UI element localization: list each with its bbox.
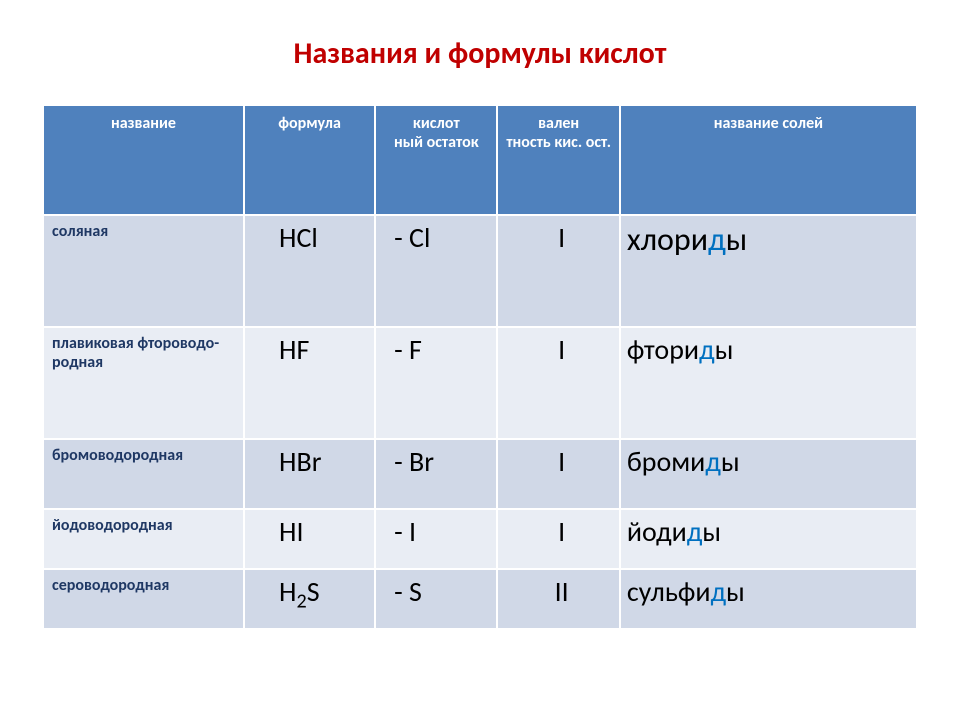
row-valence: I <box>497 327 619 439</box>
table-header-row: название формула кислотный остаток вален… <box>43 105 917 215</box>
row-residue: - S <box>375 569 497 629</box>
row-valence: I <box>497 215 619 327</box>
th-valence: валентность кис. ост. <box>497 105 619 215</box>
table-row: бромоводороднаяHBr- BrIбромиды <box>43 439 917 509</box>
row-formula: HI <box>244 509 375 569</box>
th-name: название <box>43 105 244 215</box>
slide: Названия и формулы кислот название форму… <box>0 0 960 720</box>
salt-highlight: д <box>705 444 721 479</box>
row-name: соляная <box>43 215 244 327</box>
row-residue: - Br <box>375 439 497 509</box>
page-title: Названия и формулы кислот <box>42 35 918 72</box>
salt-highlight: д <box>708 220 726 259</box>
row-valence: I <box>497 439 619 509</box>
salt-suffix: ы <box>715 332 734 367</box>
acids-table: название формула кислотный остаток вален… <box>42 104 918 630</box>
table-row: сероводороднаяH2S- SIIсульфиды <box>43 569 917 629</box>
salt-prefix: броми <box>627 444 705 479</box>
row-residue: - Cl <box>375 215 497 327</box>
row-name: йодоводородная <box>43 509 244 569</box>
salt-prefix: сульфи <box>627 574 711 609</box>
th-residue: кислотный остаток <box>375 105 497 215</box>
salt-prefix: йоди <box>627 514 687 549</box>
table-row: плавиковая фтороводо-роднаяHF- FIфториды <box>43 327 917 439</box>
row-residue: - I <box>375 509 497 569</box>
salt-suffix: ы <box>702 514 721 549</box>
table-row: солянаяHCl- ClIхлориды <box>43 215 917 327</box>
table-body: солянаяHCl- ClIхлоридыплавиковая фторово… <box>43 215 917 629</box>
row-name: сероводородная <box>43 569 244 629</box>
row-valence: I <box>497 509 619 569</box>
salt-highlight: д <box>699 332 715 367</box>
th-formula: формула <box>244 105 375 215</box>
salt-suffix: ы <box>726 574 745 609</box>
row-name: плавиковая фтороводо-родная <box>43 327 244 439</box>
row-formula: HF <box>244 327 375 439</box>
salt-highlight: д <box>687 514 703 549</box>
salt-highlight: д <box>711 574 727 609</box>
salt-suffix: ы <box>721 444 740 479</box>
table-row: йодоводороднаяHI- IIйодиды <box>43 509 917 569</box>
row-formula: H2S <box>244 569 375 629</box>
row-salt-name: хлориды <box>620 215 917 327</box>
row-salt-name: сульфиды <box>620 569 917 629</box>
row-salt-name: йодиды <box>620 509 917 569</box>
row-name: бромоводородная <box>43 439 244 509</box>
th-salt: название солей <box>620 105 917 215</box>
row-salt-name: фториды <box>620 327 917 439</box>
row-residue: - F <box>375 327 497 439</box>
row-formula: HCl <box>244 215 375 327</box>
salt-prefix: хлори <box>627 220 708 259</box>
row-formula: HBr <box>244 439 375 509</box>
salt-suffix: ы <box>726 220 747 259</box>
row-valence: II <box>497 569 619 629</box>
salt-prefix: фтори <box>627 332 699 367</box>
row-salt-name: бромиды <box>620 439 917 509</box>
